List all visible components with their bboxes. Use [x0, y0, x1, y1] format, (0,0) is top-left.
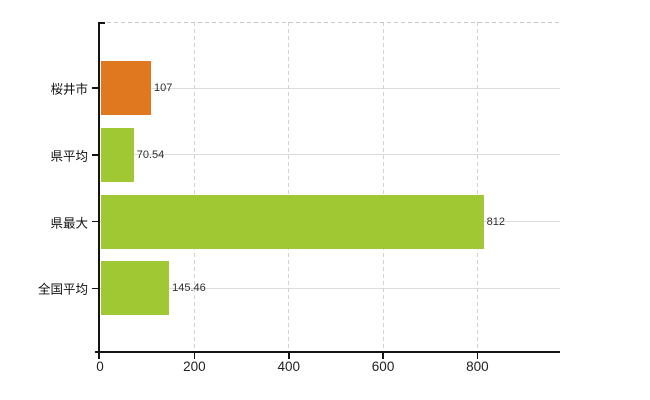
bar-3 — [100, 194, 484, 249]
bar-1 — [100, 61, 152, 115]
gridline-vertical — [476, 22, 478, 353]
x-tick-label: 200 — [183, 359, 206, 374]
x-tick — [193, 353, 196, 359]
y-tick — [92, 154, 99, 156]
x-tick — [382, 353, 384, 359]
y-tick — [92, 287, 99, 290]
plot-area: 107 70.54 812 145.46 — [92, 22, 560, 359]
category-label: 県最大 — [50, 216, 88, 231]
category-label: 県平均 — [50, 149, 88, 164]
value-label: 145.46 — [172, 282, 206, 295]
x-tick — [287, 353, 290, 359]
x-axis-line — [95, 351, 560, 353]
plot-top-border — [100, 22, 560, 23]
category-label: 桜井市 — [50, 82, 88, 97]
gridline-vertical — [193, 22, 195, 353]
gridline-vertical — [382, 22, 384, 353]
y-tick — [92, 220, 99, 223]
gridline-vertical — [288, 22, 290, 353]
gridline-horizontal — [100, 87, 560, 89]
x-tick-label: 0 — [96, 359, 104, 374]
y-axis-top-cap — [98, 22, 106, 24]
value-label: 812 — [486, 215, 505, 228]
y-axis-line — [98, 22, 100, 359]
x-tick-label: 800 — [466, 359, 489, 374]
gridline-horizontal — [100, 154, 560, 156]
x-tick-label: 400 — [277, 359, 300, 374]
bar-4 — [100, 261, 170, 316]
x-tick-label: 600 — [371, 359, 395, 374]
gridline-horizontal — [100, 287, 560, 289]
bar-2 — [100, 127, 135, 182]
y-tick — [92, 87, 99, 89]
value-label: 70.54 — [136, 148, 165, 161]
x-tick — [476, 353, 479, 359]
category-label: 全国平均 — [37, 282, 88, 297]
value-label: 107 — [153, 82, 173, 94]
